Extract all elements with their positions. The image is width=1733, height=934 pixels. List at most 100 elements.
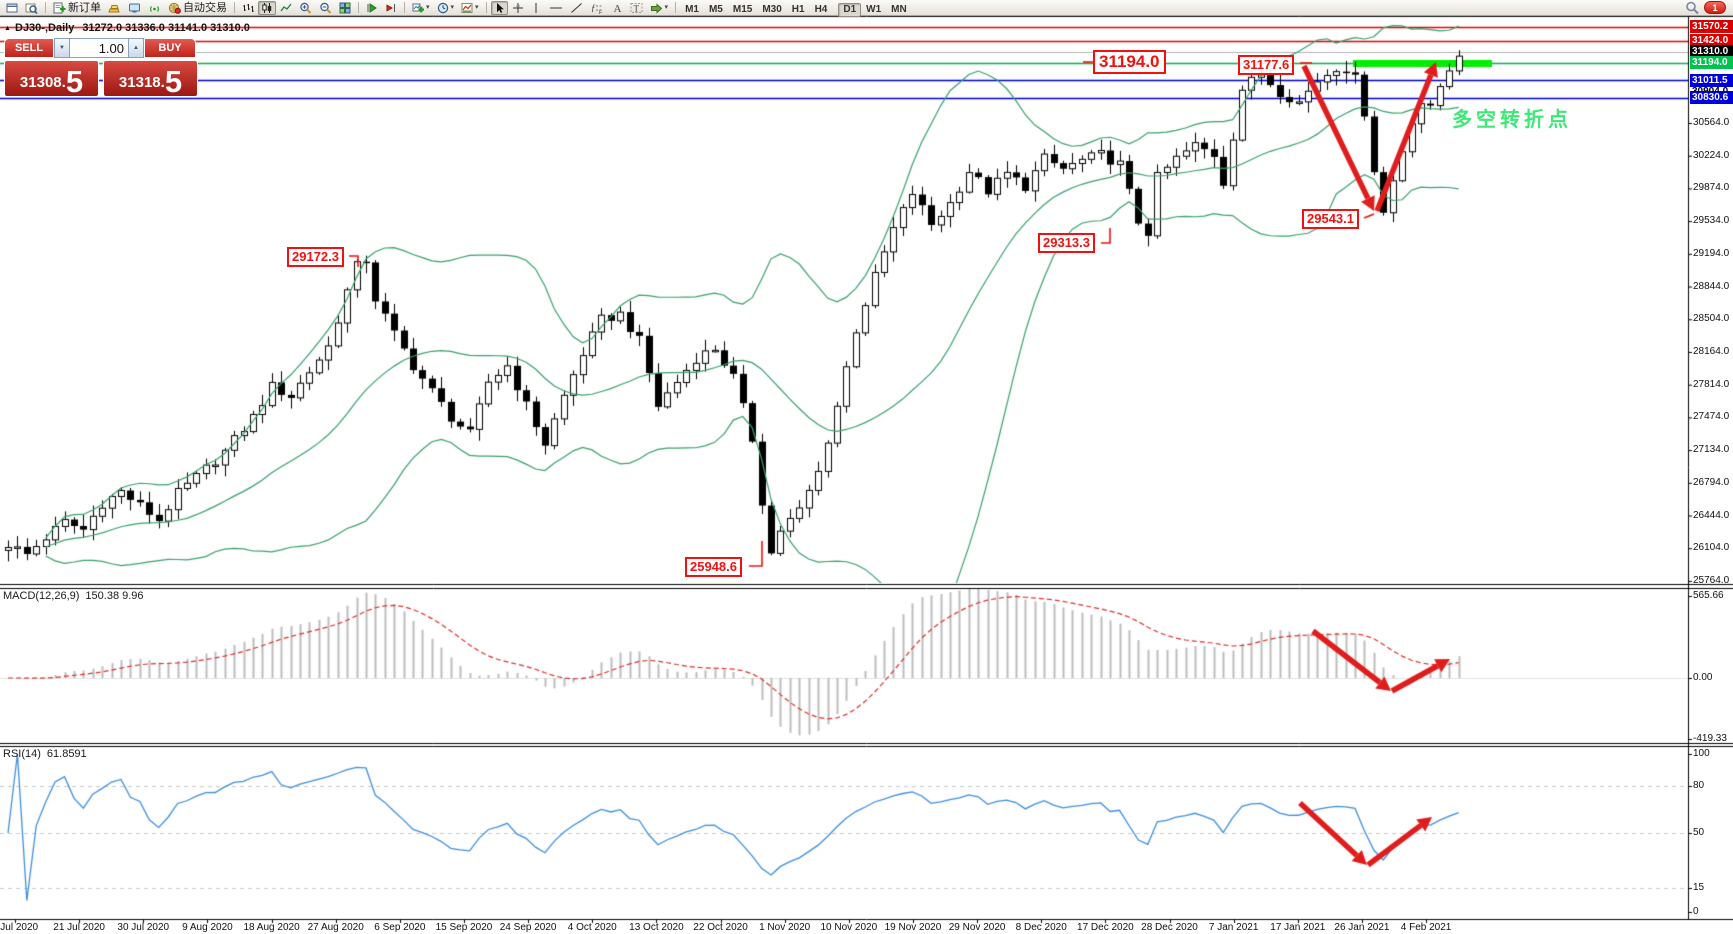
chart-title: DJ30-,Daily 31272.0 31336.0 31141.0 31310… <box>15 22 258 34</box>
svg-text:ƒ: ƒ <box>591 3 596 13</box>
zoom-out-button[interactable] <box>316 1 335 15</box>
candlestick-chart-button[interactable] <box>258 0 276 15</box>
terminal-button[interactable] <box>125 1 144 15</box>
price-line-tag: 31310.0 <box>1690 45 1733 59</box>
timeframe-button-d1[interactable]: D1 <box>838 2 862 17</box>
window-icon <box>6 3 18 12</box>
rsi-axis-tick: 15 <box>1693 882 1705 894</box>
svg-text:A: A <box>613 3 621 14</box>
timeframe-button-m30[interactable]: M30 <box>762 3 782 15</box>
bar-chart-button[interactable] <box>239 1 257 15</box>
annotation-box[interactable]: 29172.3 <box>287 247 344 267</box>
clock-icon <box>437 2 448 13</box>
templates-button[interactable]: ▾ <box>458 1 482 15</box>
label-tool-button[interactable]: T <box>627 1 646 15</box>
sell-price-sep: . <box>61 74 66 91</box>
price-axis-tick: 29874.0 <box>1693 182 1730 194</box>
toolbar-separator <box>358 2 359 13</box>
date-axis-label: 15 Sep 2020 <box>435 922 493 933</box>
date-axis-label: 1 Nov 2020 <box>759 922 811 933</box>
toolbar-separator <box>404 2 405 13</box>
sell-button[interactable]: SELL <box>4 38 54 58</box>
buy-button[interactable]: BUY <box>144 38 196 58</box>
volume-down-button[interactable]: ▼ <box>54 38 70 58</box>
chart-window-button[interactable] <box>3 1 21 15</box>
timeframe-button-h1[interactable]: H1 <box>791 3 805 15</box>
volume-input[interactable]: 1.00 <box>70 38 128 58</box>
new-order-label: 新订单 <box>68 1 101 14</box>
tile-windows-button[interactable] <box>336 1 354 15</box>
annotation-box[interactable]: 31177.6 <box>1238 55 1295 75</box>
indicators-button[interactable]: ▾ <box>409 1 433 15</box>
template-chart-icon <box>461 2 473 13</box>
data-window-button[interactable] <box>22 1 41 15</box>
price-line-tag: 31424.0 <box>1690 34 1733 48</box>
sell-price-button[interactable]: 31308. 5 <box>4 60 99 97</box>
vertical-line-tool-button[interactable] <box>528 1 545 15</box>
svg-text:T: T <box>633 3 639 13</box>
chevron-down-icon: ▼ <box>59 45 65 51</box>
annotation-box[interactable]: 25948.6 <box>685 557 742 577</box>
line-chart-icon <box>280 3 292 11</box>
text-tool-button[interactable]: A <box>609 1 626 15</box>
dropdown-caret-icon: ▾ <box>426 3 430 11</box>
price-axis-tick: 28504.0 <box>1693 313 1730 325</box>
autotrade-button[interactable]: 自动交易 <box>165 1 230 15</box>
shapes-tool-button[interactable]: ▾ <box>647 1 672 15</box>
price-line-tag: 31570.2 <box>1690 20 1733 34</box>
crosshair-tool-button[interactable] <box>509 1 527 15</box>
trendline-tool-button[interactable] <box>567 1 586 15</box>
auto-scroll-button[interactable] <box>363 1 381 15</box>
signal-button[interactable] <box>145 1 164 15</box>
annotation-box[interactable]: 31194.0 <box>1093 50 1166 74</box>
date-axis-label: 4 Oct 2020 <box>567 922 617 933</box>
text-a-icon: A <box>613 3 621 14</box>
symbol-marker-icon: ▲ <box>4 25 11 32</box>
dropdown-caret-icon: ▾ <box>475 3 479 11</box>
timeframe-button-w1[interactable]: W1 <box>866 3 882 15</box>
chart-shift-button[interactable] <box>382 1 400 15</box>
macd-axis-tick: -419.33 <box>1693 732 1727 744</box>
price-axis-tick: 27814.0 <box>1693 378 1730 390</box>
svg-text:F: F <box>599 10 602 14</box>
rsi-name: RSI(14) <box>3 748 41 760</box>
date-axis-label: 22 Oct 2020 <box>693 922 748 933</box>
price-axis-tick: 29194.0 <box>1693 247 1730 259</box>
timeframe-button-h4[interactable]: H4 <box>814 3 828 15</box>
notification-badge[interactable]: 1 <box>1704 1 1726 14</box>
rsi-axis-tick: 0 <box>1693 906 1699 917</box>
annotation-box[interactable]: 29543.1 <box>1302 209 1359 229</box>
macd-name: MACD(12,26,9) <box>3 590 80 602</box>
timeframe-button-m5[interactable]: M5 <box>708 3 723 15</box>
annotation-box[interactable]: 29313.3 <box>1038 233 1095 253</box>
cursor-tool-button[interactable] <box>490 0 508 15</box>
timeframe-button-m15[interactable]: M15 <box>732 3 753 15</box>
rsi-value: 61.8591 <box>46 748 87 760</box>
gold-button[interactable] <box>105 1 124 15</box>
autotrade-globe-icon <box>168 2 181 14</box>
volume-up-button[interactable]: ▲ <box>128 38 144 58</box>
timeframe-button-m1[interactable]: M1 <box>685 3 699 15</box>
timeframe-button-mn[interactable]: MN <box>891 3 907 15</box>
date-axis-label: 17 Jan 2021 <box>1270 922 1326 933</box>
search-button[interactable] <box>1682 1 1703 15</box>
buy-price-button[interactable]: 31318. 5 <box>103 60 198 97</box>
periods-button[interactable]: ▾ <box>434 1 458 15</box>
chart-note-text[interactable]: 多空转折点 <box>1452 109 1572 131</box>
date-axis-label: 21 Jul 2020 <box>53 922 105 933</box>
price-axis-tick: 27474.0 <box>1693 411 1730 423</box>
zoom-in-button[interactable] <box>296 1 315 15</box>
vertical-line-icon <box>535 2 537 13</box>
date-axis-label: 9 Aug 2020 <box>182 922 233 933</box>
line-chart-button[interactable] <box>277 1 295 15</box>
zoom-in-icon <box>300 2 312 14</box>
horizontal-line-tool-button[interactable] <box>546 1 566 15</box>
date-axis-label: 27 Aug 2020 <box>307 922 364 933</box>
new-order-button[interactable]: 新订单 <box>50 1 104 15</box>
rsi-axis-tick: 50 <box>1693 827 1705 838</box>
date-axis-label: 6 Sep 2020 <box>374 922 426 933</box>
buy-price-sep: . <box>160 74 165 91</box>
